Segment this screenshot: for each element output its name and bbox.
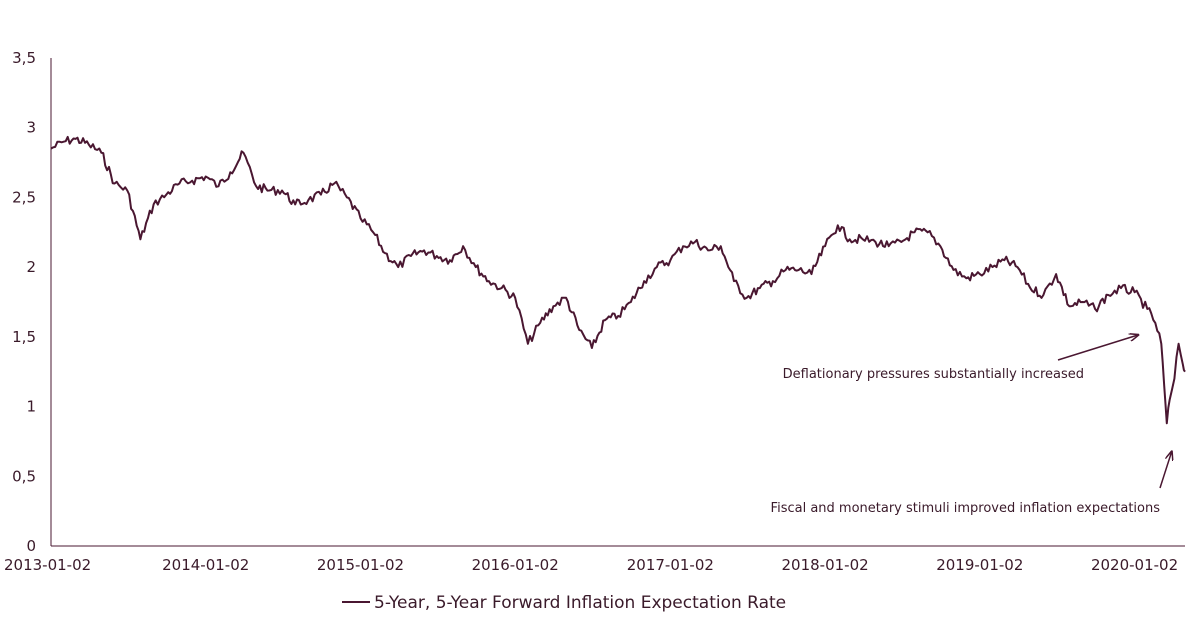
y-axis: 0 0,5 1 1,5 2 2,5 3 3,5 bbox=[12, 49, 52, 555]
legend: 5-Year, 5-Year Forward Inflation Expecta… bbox=[342, 593, 786, 613]
series-line-5y5y-inflation bbox=[50, 135, 1186, 425]
x-tick-label: 2019-01-02 bbox=[936, 556, 1023, 574]
x-tick-label: 2015-01-02 bbox=[317, 556, 404, 574]
y-tick-label: 0 bbox=[26, 537, 36, 555]
x-tick-label: 2016-01-02 bbox=[472, 556, 559, 574]
y-tick-label: 2 bbox=[26, 258, 36, 276]
annotation-deflationary-pressures: Deflationary pressures substantially inc… bbox=[783, 367, 1084, 382]
x-tick-label: 2017-01-02 bbox=[627, 556, 714, 574]
annotation-fiscal-monetary-stimuli: Fiscal and monetary stimuli improved inf… bbox=[771, 501, 1161, 516]
y-tick-label: 1 bbox=[26, 398, 36, 416]
x-tick-label: 2014-01-02 bbox=[162, 556, 249, 574]
annotation-arrow-2 bbox=[1159, 451, 1172, 489]
legend-label: 5-Year, 5-Year Forward Inflation Expecta… bbox=[374, 593, 786, 613]
y-tick-label: 1,5 bbox=[12, 328, 36, 346]
y-tick-label: 2,5 bbox=[12, 188, 36, 206]
annotation-layer: Deflationary pressures substantially inc… bbox=[771, 335, 1172, 516]
series-layer bbox=[50, 135, 1186, 425]
x-tick-label: 2013-01-02 bbox=[4, 556, 91, 574]
y-tick-label: 3 bbox=[26, 119, 36, 137]
x-tick-label: 2020-01-02 bbox=[1091, 556, 1178, 574]
y-tick-label: 0,5 bbox=[12, 467, 36, 485]
x-axis: 2013-01-02 2014-01-02 2015-01-02 2016-01-02… bbox=[4, 545, 1185, 574]
y-tick-label: 3,5 bbox=[12, 49, 36, 67]
x-tick-label: 2018-01-02 bbox=[781, 556, 868, 574]
annotation-arrow-1 bbox=[1057, 335, 1138, 361]
